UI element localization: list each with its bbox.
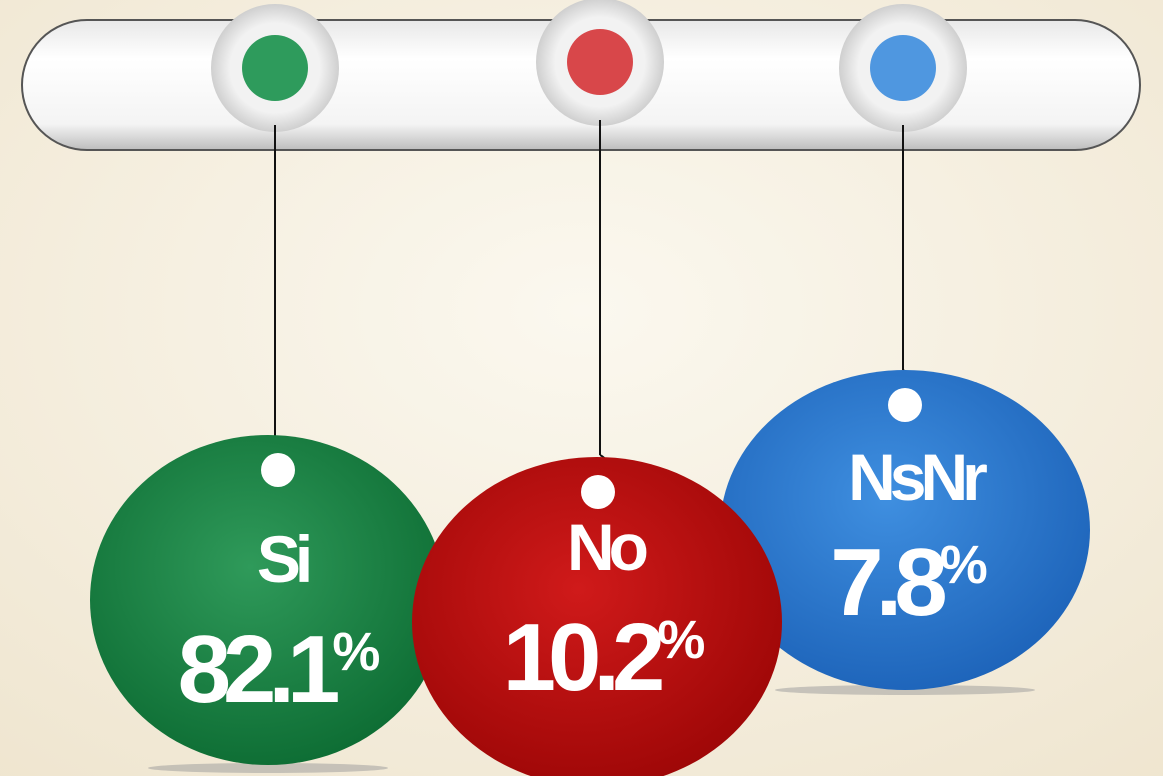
value: 7.8 bbox=[830, 529, 945, 636]
infographic: NsNr 7.8% Si 82.1% No 10.2% bbox=[0, 0, 1163, 776]
page: NsNr 7.8% Si 82.1% No 10.2% (() => { con… bbox=[0, 0, 1163, 776]
value: 10.2 bbox=[503, 604, 662, 711]
value: 82.1 bbox=[178, 616, 338, 723]
tag-label: No bbox=[567, 510, 647, 584]
tag-label: Si bbox=[257, 522, 309, 596]
unit: % bbox=[657, 610, 704, 670]
unit: % bbox=[332, 622, 379, 682]
tag-label: NsNr bbox=[848, 440, 987, 514]
unit: % bbox=[940, 535, 987, 595]
tag-no: No 10.2% bbox=[412, 457, 782, 776]
